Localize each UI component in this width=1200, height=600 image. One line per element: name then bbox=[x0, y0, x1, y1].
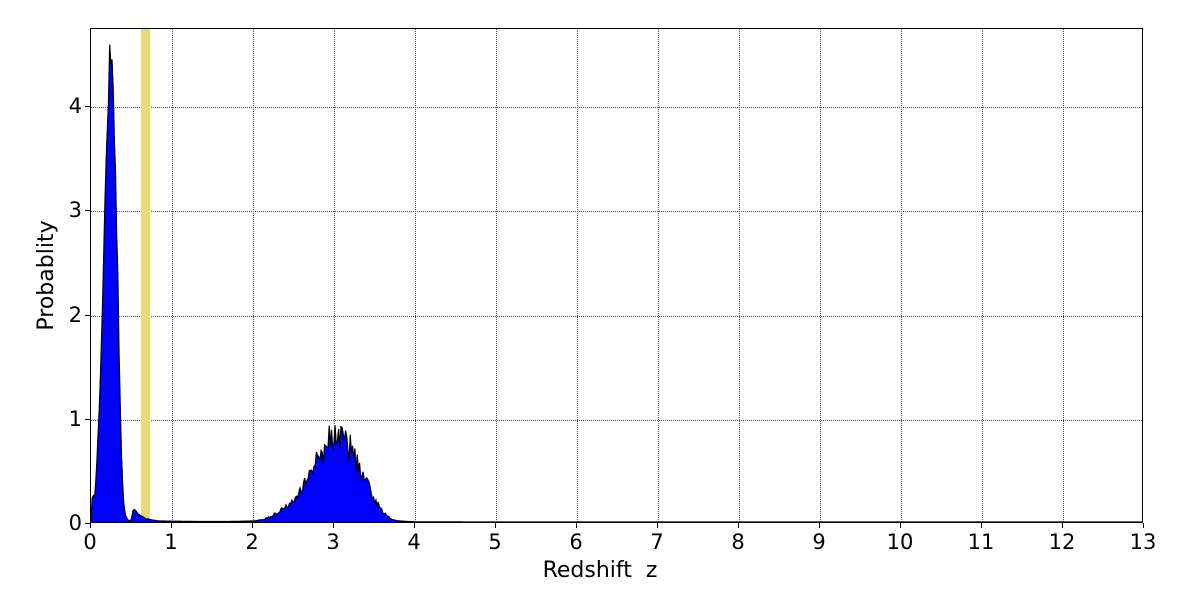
gridline-x-11 bbox=[982, 29, 983, 522]
x-tick-4 bbox=[414, 523, 415, 528]
y-tick-4 bbox=[85, 106, 90, 108]
x-tick-label-12: 12 bbox=[1048, 530, 1076, 554]
x-tick-13 bbox=[1143, 523, 1144, 528]
x-tick-label-5: 5 bbox=[488, 530, 502, 554]
y-tick-2 bbox=[85, 314, 90, 316]
x-tick-9 bbox=[819, 523, 820, 528]
gridline-y-3 bbox=[91, 211, 1142, 213]
y-tick-1 bbox=[85, 418, 90, 420]
x-tick-10 bbox=[900, 523, 901, 528]
gridline-x-5 bbox=[496, 29, 497, 522]
y-axis-label: Probablity bbox=[34, 220, 59, 331]
gridline-x-7 bbox=[658, 29, 659, 522]
x-tick-6 bbox=[576, 523, 577, 528]
y-tick-label-2: 2 bbox=[68, 302, 82, 327]
x-tick-label-3: 3 bbox=[326, 530, 340, 554]
x-tick-0 bbox=[90, 523, 91, 528]
x-tick-1 bbox=[171, 523, 172, 528]
x-tick-label-13: 13 bbox=[1129, 530, 1157, 554]
gridline-x-4 bbox=[415, 29, 416, 522]
y-tick-0 bbox=[85, 523, 90, 524]
gridline-x-2 bbox=[253, 29, 254, 522]
x-tick-8 bbox=[738, 523, 739, 528]
x-axis-label: Redshift z bbox=[542, 558, 658, 583]
x-tick-label-6: 6 bbox=[569, 530, 583, 554]
distribution-outline bbox=[91, 45, 1142, 522]
x-tick-11 bbox=[981, 523, 982, 528]
gridline-x-1 bbox=[172, 29, 173, 522]
x-tick-3 bbox=[333, 523, 334, 528]
distribution-fill bbox=[91, 44, 1142, 522]
plot-area bbox=[90, 28, 1143, 523]
x-tick-label-11: 11 bbox=[967, 530, 995, 554]
y-tick-label-1: 1 bbox=[68, 406, 82, 431]
y-tick-label-3: 3 bbox=[68, 198, 82, 223]
x-tick-12 bbox=[1062, 523, 1063, 528]
y-tick-label-4: 4 bbox=[68, 94, 82, 119]
x-tick-label-1: 1 bbox=[164, 530, 178, 554]
gridline-x-3 bbox=[334, 29, 335, 522]
gridline-x-6 bbox=[577, 29, 578, 522]
x-tick-label-0: 0 bbox=[83, 530, 97, 554]
gridline-y-4 bbox=[91, 107, 1142, 109]
x-tick-label-9: 9 bbox=[812, 530, 826, 554]
x-tick-label-10: 10 bbox=[886, 530, 914, 554]
gridline-x-8 bbox=[739, 29, 740, 522]
x-tick-7 bbox=[657, 523, 658, 528]
x-tick-label-4: 4 bbox=[407, 530, 421, 554]
gridline-x-10 bbox=[901, 29, 902, 522]
x-tick-label-8: 8 bbox=[731, 530, 745, 554]
highlight-band bbox=[141, 29, 151, 522]
gridline-x-12 bbox=[1063, 29, 1064, 522]
x-tick-2 bbox=[252, 523, 253, 528]
x-tick-label-2: 2 bbox=[245, 530, 259, 554]
y-tick-label-0: 0 bbox=[68, 511, 82, 535]
gridline-y-1 bbox=[91, 419, 1142, 421]
gridline-x-9 bbox=[820, 29, 821, 522]
gridline-y-2 bbox=[91, 315, 1142, 317]
x-tick-5 bbox=[495, 523, 496, 528]
y-tick-3 bbox=[85, 210, 90, 212]
x-tick-label-7: 7 bbox=[650, 530, 664, 554]
distribution-curve bbox=[91, 29, 1142, 522]
